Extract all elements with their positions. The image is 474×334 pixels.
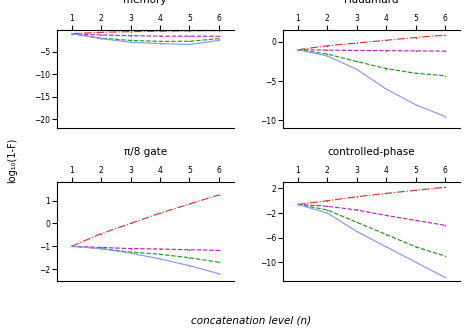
Title: Hadamard: Hadamard: [344, 0, 399, 5]
Text: concatenation level (n): concatenation level (n): [191, 316, 311, 326]
Title: memory: memory: [124, 0, 167, 5]
Title: π/8 gate: π/8 gate: [124, 147, 167, 157]
Title: controlled-phase: controlled-phase: [328, 147, 415, 157]
Text: log₁₀(1-F): log₁₀(1-F): [7, 138, 17, 183]
